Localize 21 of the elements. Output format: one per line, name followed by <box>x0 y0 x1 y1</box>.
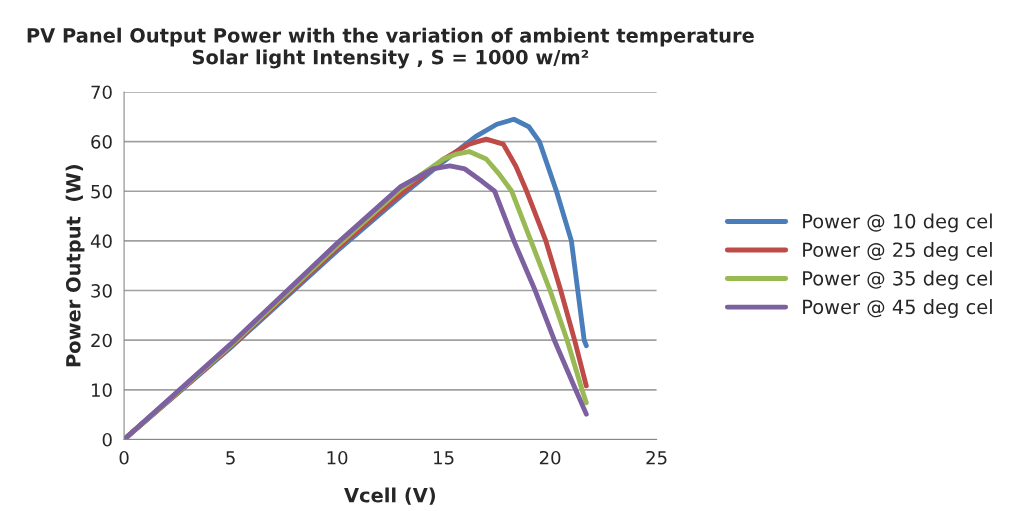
y-tick-label: 50 <box>91 184 112 199</box>
y-tick-label: 0 <box>102 432 112 447</box>
y-tick-label: 40 <box>90 234 112 249</box>
legend-label: Power @ 25 deg cel <box>803 242 992 261</box>
y-axis-title: Power Output (W) <box>65 165 85 367</box>
y-tick-label: 10 <box>91 383 112 397</box>
x-tick-label: 20 <box>539 450 561 465</box>
y-tick-label: 60 <box>91 135 112 149</box>
chart-title: PV Panel Output Power with the variation of ambient temperature Solar light Intensity , S = 1000 w/m² <box>27 27 754 69</box>
x-tick-label: 25 <box>646 450 667 465</box>
x-axis-title: Vcell (V) <box>344 487 435 505</box>
x-tick-label: 10 <box>327 450 348 465</box>
y-tick-label: 30 <box>91 284 112 298</box>
y-tick-label: 70 <box>91 85 112 100</box>
x-tick-label: 5 <box>226 451 235 465</box>
legend-label: Power @ 35 deg cel <box>803 270 992 290</box>
x-tick-label: 15 <box>434 451 454 465</box>
legend-label: Power @ 45 deg cel <box>803 299 992 318</box>
x-tick-label: 0 <box>119 450 129 465</box>
y-tick-label: 20 <box>91 333 112 348</box>
legend-label: Power @ 10 deg cel <box>803 213 992 233</box>
